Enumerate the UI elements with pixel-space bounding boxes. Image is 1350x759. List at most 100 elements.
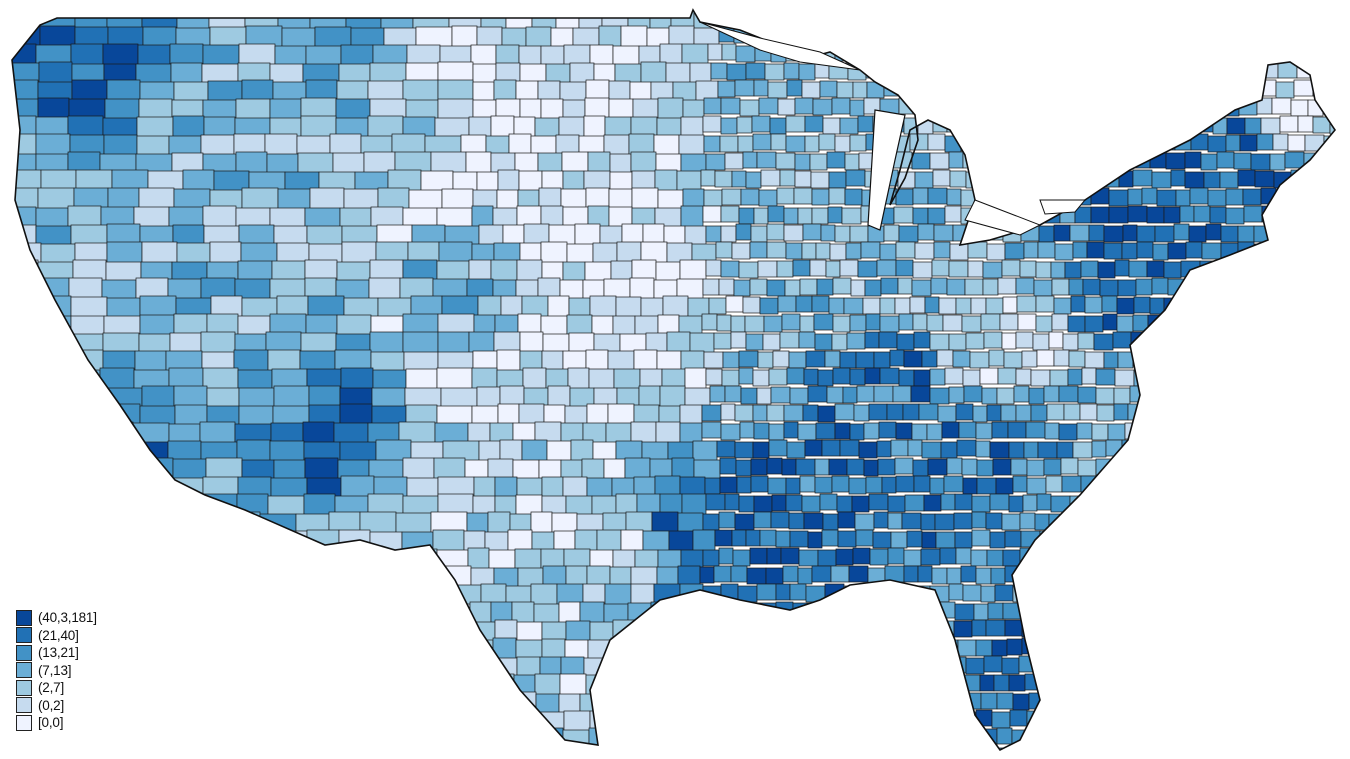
county-cell <box>611 674 634 698</box>
county-cell <box>883 43 903 61</box>
county-cell <box>753 656 770 674</box>
county-cell <box>911 279 932 297</box>
county-cell <box>1048 567 1069 585</box>
county-cell <box>1152 729 1173 747</box>
county-cell <box>705 368 723 386</box>
county-cell <box>1260 117 1281 135</box>
county-cell <box>1285 548 1303 566</box>
county-cell <box>1147 367 1163 385</box>
county-cell <box>12 277 39 309</box>
county-cell <box>819 80 838 98</box>
county-cell <box>1189 439 1207 457</box>
county-cell <box>1083 10 1100 26</box>
county-cell <box>1103 549 1120 567</box>
county-cell <box>805 350 826 368</box>
county-cell <box>1167 351 1188 369</box>
county-cell <box>1102 313 1118 331</box>
county-cell <box>1050 261 1066 279</box>
county-cell <box>1210 423 1229 441</box>
county-cell <box>989 531 1006 549</box>
county-cell <box>828 602 848 620</box>
county-cell <box>1070 45 1087 63</box>
county-cell <box>855 351 875 369</box>
county-cell <box>786 656 802 674</box>
county-cell <box>1314 620 1332 638</box>
county-cell <box>1188 619 1205 637</box>
county-cell <box>1269 279 1289 297</box>
county-cell <box>1130 511 1151 529</box>
county-cell <box>912 313 928 331</box>
county-cell <box>1199 603 1217 621</box>
county-cell <box>1205 403 1225 421</box>
county-cell <box>863 691 883 709</box>
county-cell <box>1095 134 1115 152</box>
county-cell <box>1035 601 1052 619</box>
county-cell <box>1153 674 1170 692</box>
county-cell <box>921 350 938 368</box>
county-cell <box>912 656 933 674</box>
county-cell <box>705 225 722 243</box>
county-cell <box>965 332 985 350</box>
county-cell <box>1200 549 1217 567</box>
county-cell <box>107 476 141 508</box>
county-cell <box>1160 117 1176 135</box>
county-cell <box>170 728 208 750</box>
county-cell <box>1053 349 1070 367</box>
county-cell <box>508 746 536 750</box>
county-cell <box>739 745 757 750</box>
county-cell <box>822 513 839 531</box>
county-cell <box>914 638 930 656</box>
county-cell <box>929 368 946 386</box>
county-cell <box>817 405 836 423</box>
county-cell <box>1176 746 1195 750</box>
county-cell <box>730 565 748 583</box>
county-cell <box>1184 171 1205 189</box>
county-cell <box>1334 350 1335 368</box>
county-cell <box>1247 25 1264 43</box>
county-cell <box>714 529 733 547</box>
county-cell <box>982 25 999 43</box>
county-cell <box>956 439 977 457</box>
county-cell <box>709 619 730 637</box>
county-cell <box>794 170 812 188</box>
county-cell <box>865 476 883 494</box>
county-cell <box>834 44 853 62</box>
county-cell <box>1252 386 1272 404</box>
county-cell <box>1343 62 1350 78</box>
county-cell <box>1063 403 1081 421</box>
county-cell <box>1252 493 1273 511</box>
county-cell <box>1002 549 1021 567</box>
county-cell <box>800 639 819 657</box>
county-cell <box>1127 80 1147 98</box>
county-cell <box>270 639 308 671</box>
county-cell <box>1237 225 1255 243</box>
county-cell <box>698 603 726 627</box>
county-cell <box>1329 711 1335 729</box>
county-cell <box>1115 655 1136 673</box>
county-cell <box>798 331 816 349</box>
county-cell <box>1101 495 1117 513</box>
county-cell <box>1185 493 1204 511</box>
county-cell <box>1313 637 1331 655</box>
county-cell <box>705 638 724 656</box>
county-cell <box>786 79 803 97</box>
county-cell <box>1271 549 1287 567</box>
county-cell <box>679 583 704 607</box>
county-cell <box>986 10 1005 25</box>
county-cell <box>1089 529 1110 547</box>
county-cell <box>917 565 933 583</box>
county-cell <box>909 296 926 314</box>
county-cell <box>1330 206 1335 224</box>
county-cell <box>952 350 971 368</box>
county-cell <box>894 457 914 475</box>
county-cell <box>332 673 367 705</box>
county-cell <box>1095 746 1111 750</box>
county-cell <box>826 151 846 169</box>
county-cell <box>1163 261 1182 279</box>
county-cell <box>1055 637 1072 655</box>
county-cell <box>991 639 1008 657</box>
county-cell <box>996 117 1013 135</box>
county-cell <box>1112 331 1132 349</box>
county-cell <box>1105 439 1123 457</box>
county-cell <box>864 367 881 385</box>
